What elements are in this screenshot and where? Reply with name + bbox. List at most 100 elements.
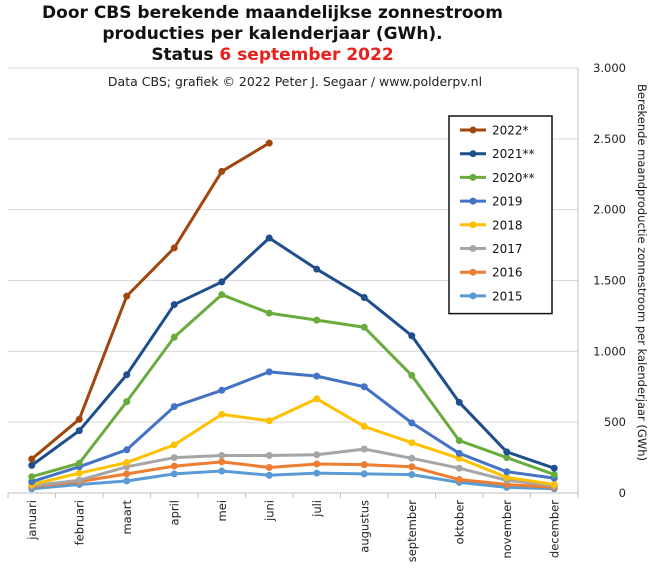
chart-title: Door CBS berekende maandelijkse zonnestr…: [0, 3, 545, 66]
legend-label: 2015: [492, 289, 523, 303]
data-point: [313, 372, 321, 380]
series-line: [31, 460, 555, 489]
legend-item: 2022*: [460, 124, 529, 138]
data-point: [218, 467, 226, 475]
data-point: [503, 468, 511, 476]
data-point: [75, 415, 83, 423]
legend-marker: [469, 221, 477, 229]
series-2019: [28, 368, 558, 486]
data-point: [265, 417, 273, 425]
status-date: 6 september 2022: [219, 45, 394, 65]
y-tick-label: 3.000: [593, 61, 626, 75]
data-point: [313, 469, 321, 477]
data-point: [360, 470, 368, 478]
series-line: [31, 293, 555, 479]
data-point: [170, 301, 178, 309]
data-point: [218, 386, 226, 394]
series-line: [30, 236, 555, 470]
data-point: [503, 448, 511, 456]
legend-item: 2016: [460, 266, 523, 280]
data-point: [360, 445, 368, 453]
data-point: [170, 244, 178, 252]
data-point: [123, 477, 131, 485]
series-line: [30, 141, 271, 461]
legend-marker: [469, 126, 477, 134]
data-point: [408, 463, 416, 471]
legend-marker: [469, 292, 477, 300]
legend-marker: [469, 197, 477, 205]
x-tick-label: juni: [262, 500, 276, 522]
series-2020: [28, 291, 558, 481]
data-point: [455, 454, 463, 462]
data-point: [218, 410, 226, 418]
data-point: [313, 395, 321, 403]
data-point: [123, 470, 131, 478]
series-2021: [28, 234, 558, 472]
legend-item: 2020**: [460, 171, 535, 185]
x-tick-label: augustus: [357, 500, 371, 553]
data-point: [75, 459, 83, 467]
data-point: [170, 462, 178, 470]
legend-marker: [469, 173, 477, 181]
data-point: [265, 471, 273, 479]
data-point: [265, 464, 273, 471]
data-point: [218, 291, 226, 299]
legend-item: 2019: [460, 195, 523, 209]
series-lines: [28, 139, 558, 493]
data-point: [360, 294, 368, 301]
y-tick-label: 2.500: [593, 132, 626, 146]
y-axis-label: Berekende maandproductie zonnestroom per…: [635, 84, 649, 461]
x-tick-label: maart: [120, 500, 134, 535]
data-point: [123, 398, 131, 406]
data-point: [455, 449, 463, 457]
legend-label: 2016: [492, 266, 523, 280]
data-point: [75, 476, 83, 484]
legend-label: 2018: [492, 218, 523, 232]
data-point: [123, 446, 131, 454]
legend-marker: [469, 150, 477, 158]
legend-marker: [469, 245, 477, 252]
chart-title-line-1: Door CBS berekende maandelijkse zonnestr…: [42, 3, 503, 23]
x-tick-label: januari: [25, 500, 39, 541]
data-point: [170, 470, 178, 478]
data-point: [265, 234, 273, 242]
data-point: [455, 437, 463, 445]
series-2017: [28, 445, 558, 490]
chart-title-line-2: producties per kalenderjaar (GWh).: [102, 24, 443, 44]
data-point: [408, 439, 416, 447]
legend-item: 2018: [460, 218, 523, 232]
data-point: [408, 419, 416, 427]
data-point: [550, 464, 558, 472]
data-point: [408, 371, 416, 379]
data-point: [360, 323, 368, 331]
data-point: [265, 139, 273, 147]
axes: [7, 68, 579, 498]
data-point: [28, 455, 36, 463]
y-tick-label: 1.000: [593, 344, 626, 358]
data-point: [550, 481, 558, 488]
data-point: [218, 278, 226, 286]
legend-item: 2021**: [460, 147, 535, 161]
chart-credit: Data CBS; grafiek © 2022 Peter J. Segaar…: [107, 74, 483, 89]
data-point: [265, 309, 273, 317]
data-point: [455, 476, 463, 484]
data-point: [408, 332, 416, 340]
data-point: [123, 292, 131, 300]
data-point: [360, 422, 368, 430]
y-tick-label: 1.500: [593, 274, 626, 288]
x-tick-label: februari: [72, 500, 86, 545]
data-point: [265, 451, 273, 459]
x-tick-label: november: [500, 500, 514, 559]
data-point: [265, 368, 273, 376]
data-point: [550, 471, 558, 479]
data-point: [503, 454, 511, 462]
data-point: [455, 464, 463, 472]
legend-label: 2020**: [492, 171, 535, 185]
data-point: [313, 316, 321, 324]
data-point: [75, 427, 83, 435]
legend-label: 2019: [492, 195, 523, 209]
data-point: [123, 371, 131, 379]
data-point: [170, 454, 178, 462]
legend-item: 2015: [460, 289, 523, 303]
data-point: [408, 454, 416, 462]
